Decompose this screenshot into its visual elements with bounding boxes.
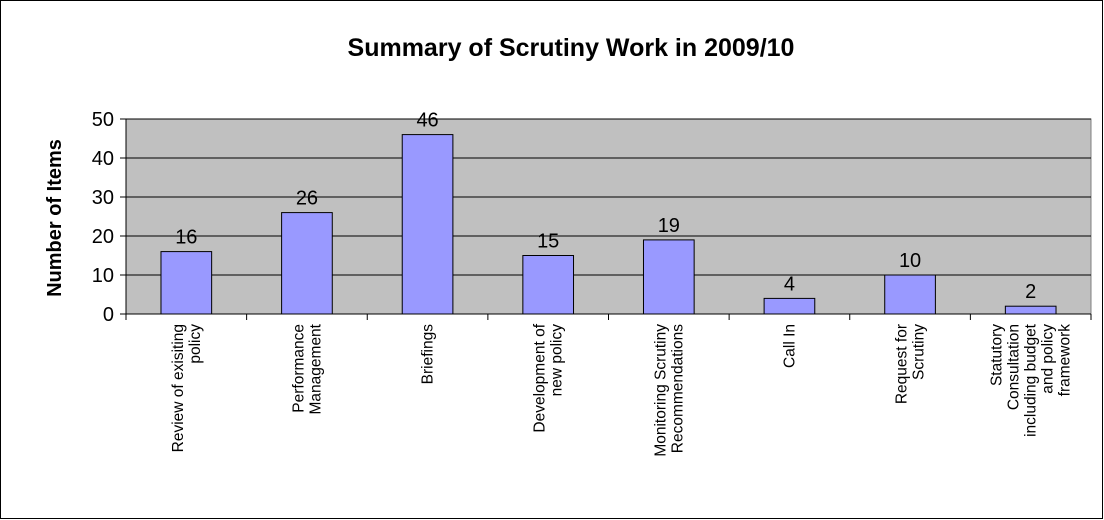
bar (642, 239, 695, 315)
category-label: Call In (781, 324, 798, 368)
data-label: 26 (296, 188, 318, 210)
data-label: 2 (1025, 281, 1036, 303)
category-label-line: Scrutiny (911, 324, 928, 380)
category-label-line: Monitoring Scrutiny (652, 324, 669, 457)
data-label: 16 (175, 227, 197, 249)
category-label-line: Statutory (989, 324, 1006, 386)
bars (160, 134, 1057, 315)
data-label: 4 (784, 273, 795, 295)
y-axis-label: Number of Items (44, 139, 66, 297)
category-label-line: Development of (532, 323, 549, 432)
category-label: Request forScrutiny (894, 324, 928, 404)
category-label-line: Briefings (420, 324, 437, 385)
bar (884, 274, 936, 315)
category-label-line: framework (1057, 324, 1074, 397)
y-tick-label: 40 (92, 148, 114, 170)
category-label-line: Performance (290, 324, 307, 413)
y-tick-label: 30 (92, 187, 114, 209)
bar (401, 134, 454, 315)
category-label-line: Review of exisiting (170, 324, 187, 452)
bar (522, 255, 575, 315)
y-tick-label: 20 (92, 226, 114, 248)
category-label-line: and policy (1040, 324, 1057, 394)
category-label-line: including budget (1023, 323, 1040, 437)
category-label: PerformanceManagement (290, 323, 324, 414)
bar (763, 297, 816, 315)
category-label: Review of exisitingpolicy (170, 324, 204, 453)
data-label: 46 (416, 110, 438, 132)
y-axis: 0 10 20 30 40 50 (92, 109, 127, 326)
chart-title: Summary of Scrutiny Work in 2009/10 (348, 34, 795, 62)
category-label: Briefings (420, 324, 437, 385)
bar (281, 212, 333, 315)
category-label-line: Consultation (1006, 324, 1023, 410)
data-label: 15 (537, 231, 559, 253)
category-label-line: Management (307, 323, 324, 414)
category-label-line: policy (187, 324, 204, 364)
category-label-line: new policy (549, 324, 566, 397)
category-label-line: Recommendations (669, 324, 686, 453)
category-label-line: Request for (894, 324, 911, 404)
data-labels: 16 26 46 15 19 4 10 2 (175, 110, 1036, 304)
category-label: Monitoring ScrutinyRecommendations (652, 324, 686, 457)
y-tick-label: 10 (92, 265, 114, 287)
plot-area (125, 118, 1092, 315)
bar (1004, 305, 1057, 315)
y-tick-label: 0 (103, 304, 114, 326)
category-label: Development ofnew policy (532, 323, 566, 432)
y-tick-label: 50 (92, 109, 114, 131)
category-label-line: Call In (781, 324, 798, 368)
bar (160, 251, 213, 315)
category-label: StatutoryConsultationincluding budgetand… (989, 323, 1074, 437)
data-label: 10 (899, 250, 921, 272)
data-label: 19 (658, 215, 680, 237)
x-axis: Review of exisitingpolicy PerformanceMana… (125, 313, 1092, 457)
